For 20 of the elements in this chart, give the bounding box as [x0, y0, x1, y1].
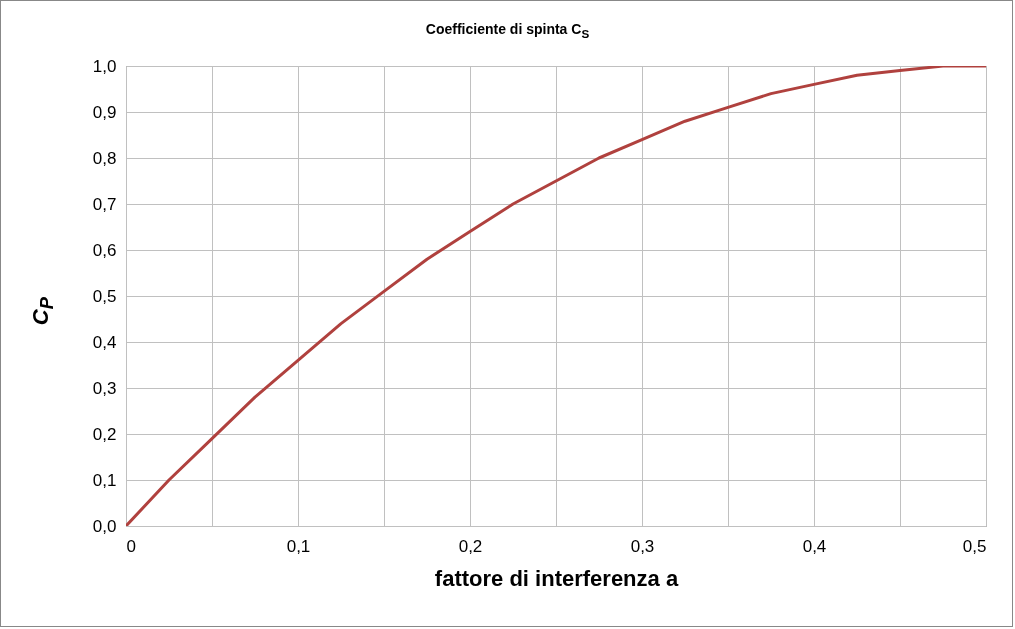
- x-tick-label: 0,2: [458, 536, 483, 556]
- y-tick-label: 0,2: [92, 424, 117, 444]
- y-tick-label: 0,9: [92, 102, 117, 122]
- chart-title: Coefficiente di spinta C$_{S}$: [424, 21, 591, 40]
- x-tick-label: 0: [126, 536, 136, 556]
- x-axis-title: fattore di interferenza a: [434, 565, 679, 591]
- y-tick-label: 1,0: [92, 56, 117, 76]
- x-tick-label: 0,1: [286, 536, 311, 556]
- line-series: [126, 66, 986, 526]
- x-tick-label: 0,3: [630, 536, 655, 556]
- y-tick-label: 0,1: [92, 470, 117, 490]
- y-tick-label: 0,4: [92, 332, 117, 352]
- y-tick-label: 0,5: [92, 286, 117, 306]
- y-tick-label: 0,8: [92, 148, 117, 168]
- x-tick-label: 0,4: [802, 536, 827, 556]
- x-tick-label: 0,5: [962, 536, 987, 556]
- y-tick-label: 0,3: [92, 378, 117, 398]
- y-tick-label: 0,7: [92, 194, 117, 214]
- y-tick-label: 0,0: [92, 516, 117, 536]
- y-tick-label: 0,6: [92, 240, 117, 260]
